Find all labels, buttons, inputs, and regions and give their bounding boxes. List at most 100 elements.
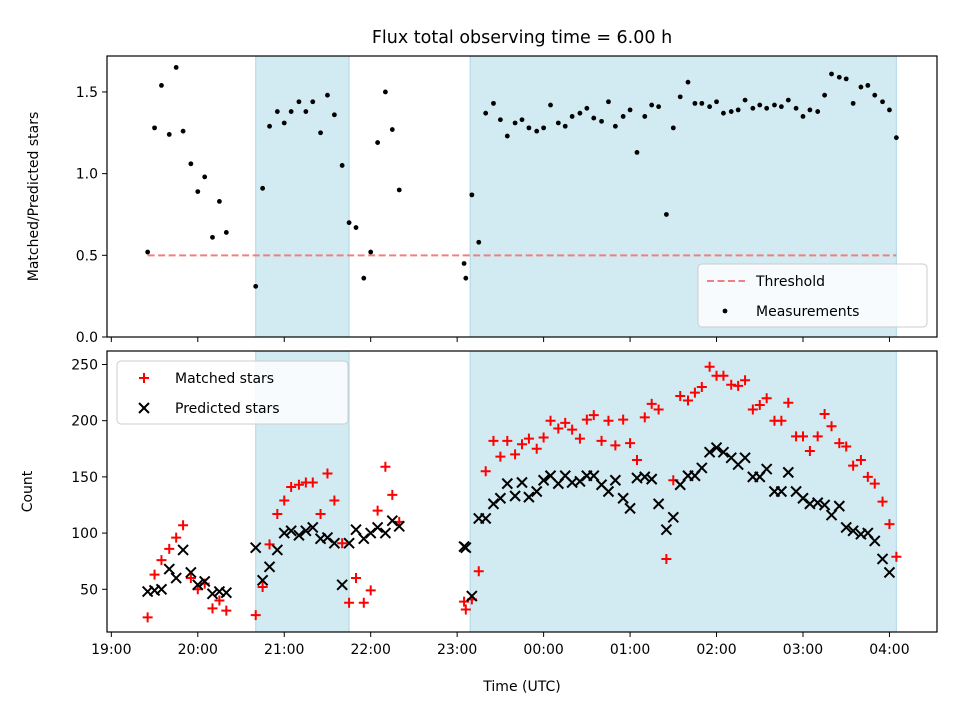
data-point [483, 110, 489, 116]
y-tick-label: 0.0 [76, 330, 98, 346]
data-point [612, 123, 618, 129]
data-point [699, 100, 705, 106]
data-point [159, 83, 164, 88]
data-point [581, 414, 592, 425]
data-point [754, 399, 765, 410]
data-point [653, 404, 664, 415]
data-point [811, 497, 824, 509]
data-point [318, 130, 323, 136]
data-point [530, 485, 543, 498]
data-point [329, 495, 340, 506]
data-point [149, 569, 160, 580]
data-point [825, 509, 838, 521]
data-point [271, 544, 284, 556]
y-tick-label: 250 [71, 357, 98, 373]
data-point [609, 474, 622, 486]
data-point [822, 92, 828, 98]
data-point [596, 435, 607, 446]
data-point [783, 397, 794, 408]
data-point [584, 105, 590, 111]
data-point [577, 110, 583, 116]
legend-matched-swatch [139, 373, 149, 383]
data-point [660, 524, 673, 536]
data-point [310, 99, 316, 105]
x-tick-label: 00:00 [523, 642, 563, 658]
data-point [337, 538, 348, 549]
data-point [689, 387, 700, 398]
data-point [325, 92, 330, 98]
data-point [177, 544, 189, 556]
data-point [389, 127, 395, 132]
data-point [714, 99, 719, 105]
counts-panel: 50 100 150 200 250 19:00 20:00 21:00 22:00 23:00 0… [20, 350, 938, 658]
data-point [346, 220, 352, 226]
data-point [156, 555, 167, 566]
data-point [380, 461, 391, 472]
data-point [361, 275, 367, 281]
data-point [463, 275, 469, 281]
legend-predicted-swatch [138, 402, 150, 414]
data-point [223, 230, 229, 235]
data-point [479, 512, 492, 525]
data-point [501, 477, 514, 490]
data-point [350, 524, 362, 536]
data-point [267, 123, 272, 129]
data-point [733, 380, 744, 391]
data-point [818, 499, 831, 511]
series-measurements [145, 65, 899, 289]
data-point [884, 519, 895, 530]
data-point [862, 471, 873, 482]
data-point [214, 595, 225, 606]
data-point [764, 105, 770, 111]
data-point [344, 597, 355, 608]
data-point [858, 84, 864, 90]
y-axis-label: Matched/Predicted stars [26, 112, 42, 282]
data-point [379, 527, 392, 539]
data-point [260, 185, 266, 191]
data-point [667, 511, 680, 524]
data-point [696, 462, 708, 474]
data-point [710, 441, 723, 454]
data-point [210, 234, 215, 240]
data-point [775, 485, 788, 498]
data-point [785, 97, 791, 103]
data-point [279, 495, 290, 506]
data-point [466, 590, 478, 602]
data-point [293, 479, 304, 490]
data-point [480, 466, 491, 477]
data-point [541, 125, 547, 131]
x-axis-label: Time (UTC) [482, 679, 560, 695]
data-point [663, 212, 669, 217]
data-point [742, 97, 748, 103]
data-point [300, 525, 312, 537]
shaded-interval [255, 55, 350, 338]
data-point [591, 115, 597, 121]
data-point [461, 261, 467, 266]
x-tick-label: 23:00 [437, 642, 477, 658]
data-point [315, 508, 326, 519]
data-point [645, 473, 658, 485]
data-point [728, 109, 734, 114]
data-point [307, 521, 319, 534]
x-tick-label: 22:00 [351, 642, 391, 658]
data-point [198, 575, 211, 588]
data-point [510, 449, 521, 460]
data-point [459, 596, 470, 607]
data-point [560, 417, 571, 428]
data-point [192, 579, 204, 591]
data-point [274, 109, 280, 114]
data-point [599, 118, 604, 124]
data-point [880, 99, 885, 105]
data-point [750, 105, 756, 111]
data-point [250, 610, 261, 621]
data-point [382, 89, 388, 95]
data-point [782, 466, 794, 479]
data-point [776, 415, 787, 426]
data-point [739, 452, 751, 464]
data-point [610, 440, 621, 451]
data-point [588, 470, 600, 482]
data-point [195, 189, 201, 194]
data-point [512, 120, 518, 126]
data-point [815, 109, 821, 114]
data-point [531, 443, 542, 454]
